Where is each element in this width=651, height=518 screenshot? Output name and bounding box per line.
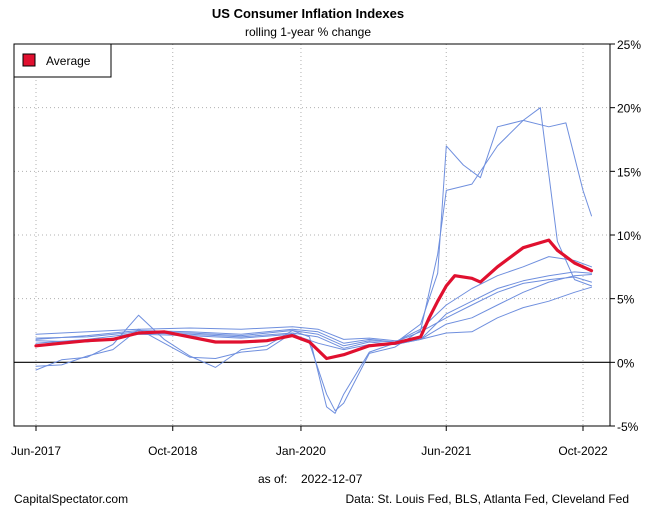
y-tick-label: 15% [617, 165, 641, 179]
source-site: CapitalSpectator.com [14, 492, 128, 506]
plot-frame [13, 43, 611, 427]
x-tick-label: Oct-2018 [148, 444, 198, 458]
y-tick-label: 5% [617, 293, 635, 307]
y-tick-label: -5% [617, 420, 639, 434]
x-axis: Jun-2017 Oct-2018 Jan-2020 Jun-2021 Oct-2022 [11, 426, 608, 458]
asof-date: 2022-12-07 [301, 472, 363, 486]
y-tick-label: 0% [617, 356, 635, 370]
series-line-index-2 [35, 119, 592, 412]
y-tick-label: 20% [617, 102, 641, 116]
chart-subtitle: rolling 1-year % change [245, 25, 371, 39]
x-tick-label: Jun-2017 [11, 444, 61, 458]
series-line-index-1 [35, 107, 592, 414]
series-line-average [34, 238, 594, 361]
y-axis: 25% 20% 15% 10% 5% 0% -5% [610, 38, 641, 434]
series-line-index-7 [35, 256, 592, 344]
series-line-index-3 [35, 274, 592, 342]
legend-label-average: Average [46, 54, 91, 68]
legend-swatch-average [22, 53, 36, 67]
source-data: Data: St. Louis Fed, BLS, Atlanta Fed, C… [346, 492, 630, 506]
asof-label: as of: [258, 472, 287, 486]
series-line-index-5 [35, 276, 592, 347]
legend: Average [13, 43, 112, 78]
chart-title: US Consumer Inflation Indexes [212, 6, 404, 21]
x-tick-label: Oct-2022 [558, 444, 608, 458]
series-group [34, 107, 594, 414]
x-tick-label: Jan-2020 [276, 444, 326, 458]
y-tick-label: 10% [617, 229, 641, 243]
x-tick-label: Jun-2021 [421, 444, 471, 458]
grid [14, 44, 610, 426]
series-line-index-4 [35, 286, 592, 351]
y-tick-label: 25% [617, 38, 641, 52]
